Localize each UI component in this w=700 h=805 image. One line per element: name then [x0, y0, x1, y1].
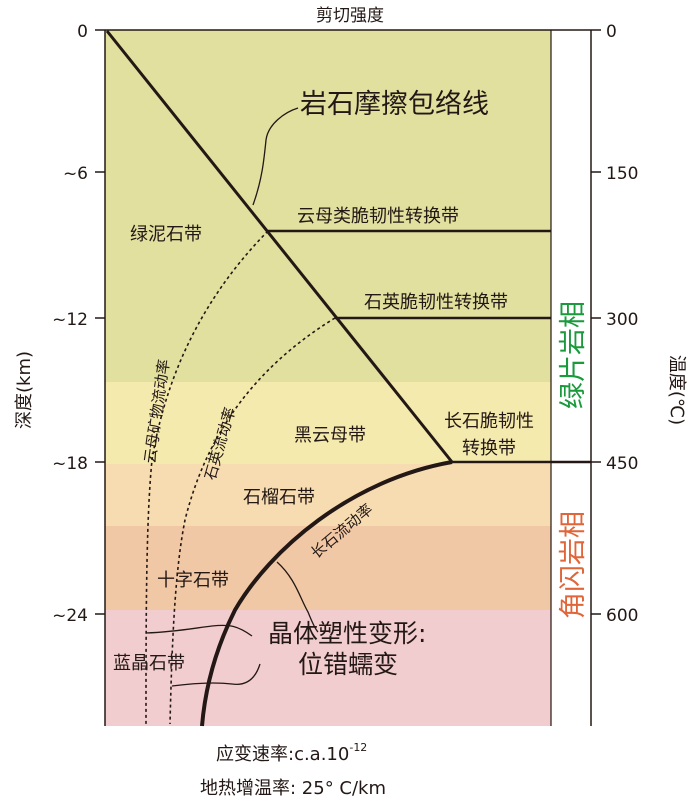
- biotite-zone-label: 黑云母带: [294, 425, 366, 446]
- greenschist-facies-label: 绿片岩相: [558, 301, 589, 409]
- envelope-label: 岩石摩擦包络线: [300, 89, 489, 120]
- quartz-flow-curve: [169, 317, 336, 725]
- right-tick-label: 150: [606, 164, 638, 184]
- biotite-zone-band: [105, 382, 551, 464]
- feldspar-transition-label-1: 长石脆韧性: [444, 411, 534, 432]
- garnet-zone-band: [105, 464, 551, 526]
- staurolite-zone-band: [105, 526, 551, 610]
- left-tick-label: ~12: [52, 310, 88, 330]
- strain-rate-text: 应变速率:c.a.10: [216, 744, 349, 765]
- feldspar-flow-leader-line: [276, 561, 319, 633]
- feldspar-transition-label-2: 转换带: [462, 438, 516, 459]
- chlorite-zone-band: [105, 30, 551, 382]
- right-tick-label: 450: [606, 454, 638, 474]
- plastic-leader-line: [171, 663, 261, 687]
- depth-axis-label: 深度(km): [14, 351, 35, 429]
- kyanite-zone-band: [105, 610, 551, 726]
- mica-flow-curve: [145, 230, 269, 725]
- feldspar-transition-label-1a: 长石脆韧: [444, 411, 516, 432]
- strain-rate-label: 应变速率:c.a.10-12: [216, 741, 367, 765]
- kyanite-zone-label: 蓝晶石带: [113, 653, 185, 674]
- right-tick-label: 300: [606, 310, 638, 330]
- rock-friction-envelope-line: [105, 30, 454, 463]
- temperature-axis-label: 温度(℃): [666, 355, 687, 425]
- plastic-deformation-label: 晶体塑性变形:: [268, 619, 426, 648]
- garnet-zone-label: 石榴石带: [243, 487, 315, 508]
- left-tick-label: ~18: [52, 454, 88, 474]
- feldspar-transition-label-1b: 性: [516, 411, 534, 432]
- top-axis-label: 剪切强度: [316, 6, 384, 26]
- quartz-transition-label: 石英脆韧性转换带: [364, 292, 508, 313]
- geothermal-gradient-label: 地热增温率: 25° C/km: [200, 778, 386, 799]
- mica-transition-label: 云母类脆韧性转换带: [297, 206, 459, 227]
- dislocation-creep-label: 位错蠕变: [298, 650, 398, 679]
- feldspar-flow-curve: [200, 460, 453, 727]
- right-tick-label: 0: [606, 22, 617, 42]
- strain-rate-exponent: -12: [349, 741, 367, 754]
- left-tick-label: ~6: [63, 164, 88, 184]
- staurolite-zone-label: 十字石带: [157, 570, 229, 591]
- left-tick-label: 0: [77, 22, 88, 42]
- amphibolite-facies-label: 角闪岩相: [558, 511, 589, 619]
- chlorite-zone-label: 绿泥石带: [130, 224, 202, 245]
- envelope-leader-line: [252, 107, 299, 206]
- right-tick-label: 600: [606, 606, 638, 626]
- plastic-leader-line: [145, 624, 253, 637]
- left-tick-label: ~24: [52, 606, 88, 626]
